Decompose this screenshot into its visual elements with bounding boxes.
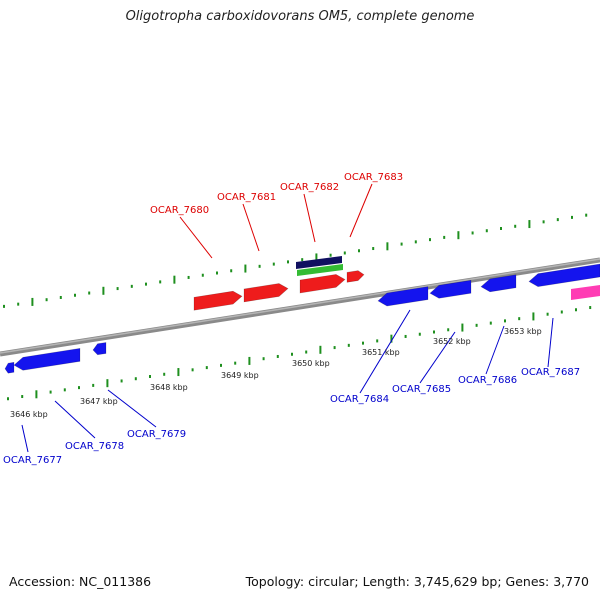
- gene-ocar-7680[interactable]: [193, 290, 243, 311]
- scale-label: 3646 kbp: [10, 410, 48, 419]
- gene-label-ocar-7686[interactable]: OCAR_7686: [458, 375, 517, 386]
- gene-features: [4, 256, 600, 374]
- label-connector-line: [359, 309, 411, 394]
- label-connectors: [21, 183, 554, 453]
- outer-tick-track: [3, 213, 588, 308]
- feature-track-bar: [296, 256, 342, 269]
- topology-summary: Topology: circular; Length: 3,745,629 bp…: [245, 574, 589, 589]
- label-connector-line: [242, 203, 260, 252]
- scale-label: 3649 kbp: [221, 371, 259, 380]
- gene-ocar-7684[interactable]: [377, 286, 429, 307]
- gene-ocar-7683[interactable]: [346, 270, 365, 283]
- map-title: Oligotropha carboxidovorans OM5, complet…: [125, 9, 475, 24]
- gene-ocar-7678[interactable]: [13, 347, 81, 371]
- genome-backbone-highlight: [0, 258, 600, 354]
- feature-track-bar: [297, 264, 343, 276]
- gene-ocar-7682[interactable]: [299, 274, 346, 294]
- label-connector-line: [21, 424, 29, 453]
- scale-label: 3647 kbp: [80, 397, 118, 406]
- gene-label-ocar-7683[interactable]: OCAR_7683: [344, 172, 403, 183]
- accession-text: Accession: NC_011386: [9, 574, 152, 589]
- gene-ocar-7685[interactable]: [429, 279, 472, 299]
- label-connector-line: [303, 193, 316, 243]
- label-connector-line: [107, 389, 157, 428]
- gene-ocar-7686[interactable]: [480, 274, 517, 293]
- scale-labels: 3646 kbp 3647 kbp 3648 kbp 3649 kbp 3650…: [10, 327, 542, 419]
- scale-label: 3651 kbp: [362, 348, 400, 357]
- rna-feature: [571, 285, 600, 300]
- forward-gene-labels: OCAR_7680 OCAR_7681 OCAR_7682 OCAR_7683: [150, 172, 403, 216]
- gene-label-ocar-7679[interactable]: OCAR_7679: [127, 429, 186, 440]
- gene-ocar-7679[interactable]: [92, 342, 107, 356]
- gene-label-ocar-7681[interactable]: OCAR_7681: [217, 192, 276, 203]
- label-connector-line: [485, 325, 505, 375]
- gene-label-ocar-7677[interactable]: OCAR_7677: [3, 455, 62, 466]
- reverse-gene-labels: OCAR_7677 OCAR_7678 OCAR_7679 OCAR_7684 …: [3, 367, 580, 466]
- label-connector-line: [349, 183, 373, 238]
- gene-ocar-7677[interactable]: [4, 361, 15, 374]
- gene-label-ocar-7678[interactable]: OCAR_7678: [65, 441, 124, 452]
- genome-backbone: [0, 257, 600, 357]
- scale-label: 3653 kbp: [504, 327, 542, 336]
- gene-label-ocar-7685[interactable]: OCAR_7685: [392, 384, 451, 395]
- label-connector-line: [419, 331, 456, 384]
- label-connector-line: [179, 216, 213, 259]
- scale-label: 3650 kbp: [292, 359, 330, 368]
- gene-label-ocar-7682[interactable]: OCAR_7682: [280, 182, 339, 193]
- gene-label-ocar-7680[interactable]: OCAR_7680: [150, 205, 209, 216]
- label-connector-line: [547, 317, 554, 368]
- scale-label: 3648 kbp: [150, 383, 188, 392]
- gene-ocar-7681[interactable]: [243, 283, 289, 303]
- gene-label-ocar-7687[interactable]: OCAR_7687: [521, 367, 580, 378]
- label-connector-line: [54, 400, 96, 439]
- inner-tick-track: [7, 306, 592, 401]
- gene-ocar-7687[interactable]: [528, 263, 600, 287]
- scale-label: 3652 kbp: [433, 337, 471, 346]
- gene-label-ocar-7684[interactable]: OCAR_7684: [330, 394, 389, 405]
